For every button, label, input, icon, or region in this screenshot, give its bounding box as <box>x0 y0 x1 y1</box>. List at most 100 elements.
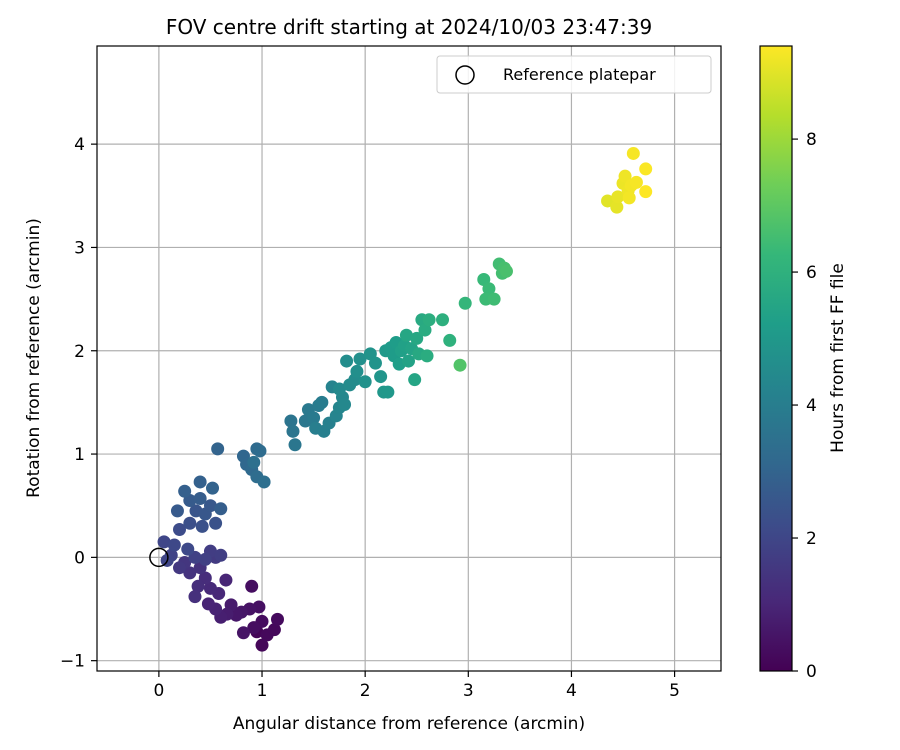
data-point <box>201 597 215 611</box>
data-point <box>183 516 197 530</box>
data-point <box>611 190 625 204</box>
data-point <box>193 475 207 489</box>
data-point <box>622 191 636 205</box>
x-tick-label: 4 <box>566 681 577 701</box>
legend-box <box>436 55 712 94</box>
colorbar-label: Hours from first FF file <box>828 263 848 453</box>
data-point <box>206 481 220 495</box>
data-point <box>173 561 187 575</box>
data-point <box>219 573 233 587</box>
data-point <box>315 395 329 409</box>
x-tick-label: 2 <box>360 681 371 701</box>
y-tick-label: −1 <box>60 652 85 672</box>
data-point <box>399 328 413 342</box>
data-point <box>286 424 300 438</box>
colorbar-tick-label: 2 <box>806 529 817 549</box>
y-tick-label: 4 <box>74 135 85 155</box>
data-point <box>332 382 346 396</box>
data-point <box>499 264 513 278</box>
data-point <box>340 354 354 368</box>
data-point <box>410 331 424 345</box>
data-point <box>188 590 202 604</box>
data-point <box>618 169 632 183</box>
data-point <box>203 581 217 595</box>
data-point <box>209 516 223 530</box>
colorbar-gradient <box>760 46 792 671</box>
data-point <box>408 373 422 387</box>
colorbar-tick-label: 6 <box>806 263 817 283</box>
data-point <box>368 356 382 370</box>
gridlines <box>97 46 721 671</box>
y-axis-label: Rotation from reference (arcmin) <box>24 218 44 498</box>
data-point <box>203 499 217 513</box>
data-point <box>255 638 269 652</box>
data-point <box>198 552 212 566</box>
legend-marker <box>455 65 475 85</box>
data-point <box>183 566 197 580</box>
x-axis-label: Angular distance from reference (arcmin) <box>233 714 585 734</box>
data-point <box>338 397 352 411</box>
data-point <box>214 502 228 516</box>
data-point <box>181 542 195 556</box>
plot-area-frame <box>96 45 722 672</box>
data-point <box>284 414 298 428</box>
data-point <box>214 548 228 562</box>
y-tick-label: 3 <box>74 238 85 258</box>
legend: Reference platepar <box>436 55 712 94</box>
colorbar-tick-label: 4 <box>806 396 817 416</box>
x-tick-label: 3 <box>463 681 474 701</box>
data-point <box>401 354 415 368</box>
data-point <box>173 522 187 536</box>
legend-label: Reference platepar <box>503 65 656 84</box>
data-point <box>247 455 261 469</box>
data-point <box>170 504 184 518</box>
data-point <box>381 385 395 399</box>
y-tick-label: 0 <box>74 548 85 568</box>
y-tick-label: 2 <box>74 342 85 362</box>
data-point <box>629 175 643 189</box>
data-point <box>458 296 472 310</box>
colorbar: 0 2 4 6 8 Hours from first FF file <box>759 45 848 682</box>
data-point <box>422 313 436 327</box>
data-point <box>288 438 302 452</box>
data-points <box>157 146 653 652</box>
data-point <box>482 282 496 296</box>
x-tick-label: 1 <box>257 681 268 701</box>
colorbar-ticks: 0 2 4 6 8 <box>792 130 817 682</box>
data-point <box>358 375 372 389</box>
data-point <box>157 535 171 549</box>
data-point <box>257 475 271 489</box>
data-point <box>245 579 259 593</box>
data-point <box>253 444 267 458</box>
data-point <box>236 626 250 640</box>
data-point <box>436 313 450 327</box>
data-point <box>195 519 209 533</box>
data-point <box>167 538 181 552</box>
colorbar-tick-label: 8 <box>806 130 817 150</box>
reference-marker-layer <box>149 547 169 568</box>
data-point <box>350 364 364 378</box>
data-point <box>639 185 653 199</box>
colorbar-frame <box>759 45 793 672</box>
data-point <box>353 352 367 366</box>
data-point <box>270 612 284 626</box>
data-point <box>610 200 624 214</box>
colorbar-tick-label: 0 <box>806 662 817 682</box>
data-point <box>374 370 388 384</box>
data-point <box>267 623 281 637</box>
data-point <box>626 146 640 160</box>
data-point <box>418 323 432 337</box>
data-point <box>420 349 434 363</box>
data-point <box>453 358 467 372</box>
axis-ticks: 0 1 2 3 4 5 −1 0 1 2 3 4 <box>60 135 680 701</box>
data-point <box>211 442 225 456</box>
chart-title: FOV centre drift starting at 2024/10/03 … <box>166 15 652 39</box>
data-point <box>639 162 653 176</box>
data-point <box>307 411 321 425</box>
x-tick-label: 0 <box>153 681 164 701</box>
y-tick-label: 1 <box>74 445 85 465</box>
reference-platepar-marker <box>149 547 169 568</box>
data-point <box>193 491 207 505</box>
data-point <box>443 333 457 347</box>
